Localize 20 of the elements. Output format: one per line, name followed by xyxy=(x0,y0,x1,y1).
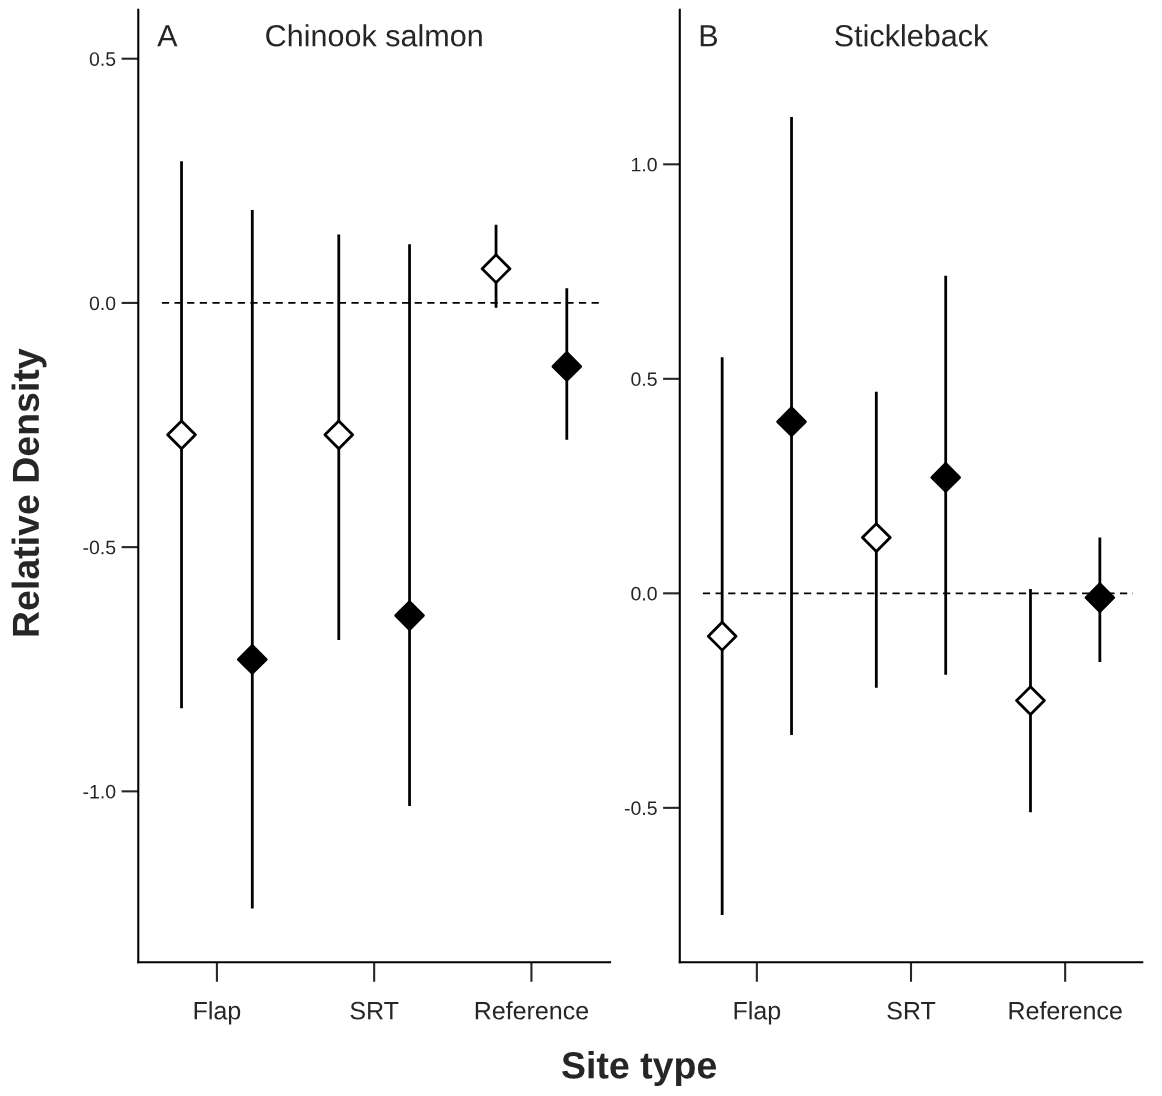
x-tick-label: Reference xyxy=(1009,1001,1122,1020)
x-tick-label: Flap xyxy=(194,1001,241,1025)
x-tick-label: SRT xyxy=(887,1001,936,1020)
x-tick-label: SRT xyxy=(350,1001,399,1020)
chart-title: Stickleback xyxy=(835,24,989,47)
x-tick-label: Reference xyxy=(475,1001,588,1020)
x-tick-label: Flap xyxy=(734,1001,781,1025)
chart-title: Chinook salmon xyxy=(266,24,482,47)
y-tick-label: 0.5 xyxy=(89,52,116,66)
y-tick-label: -0.5 xyxy=(624,801,657,816)
y-tick-label: -0.5 xyxy=(83,540,116,555)
y-tick-label: -1.0 xyxy=(83,784,116,799)
annotation: B xyxy=(700,25,718,47)
x-axis-title: Site type xyxy=(562,1051,716,1087)
y-tick-label: 0.0 xyxy=(631,586,657,601)
y-tick-label: 1.0 xyxy=(632,157,657,172)
annotation: A xyxy=(157,25,178,47)
y-axis-title: Relative Density xyxy=(11,348,47,636)
y-tick-label: 0.5 xyxy=(631,372,657,387)
y-tick-label: 0.0 xyxy=(89,296,116,311)
